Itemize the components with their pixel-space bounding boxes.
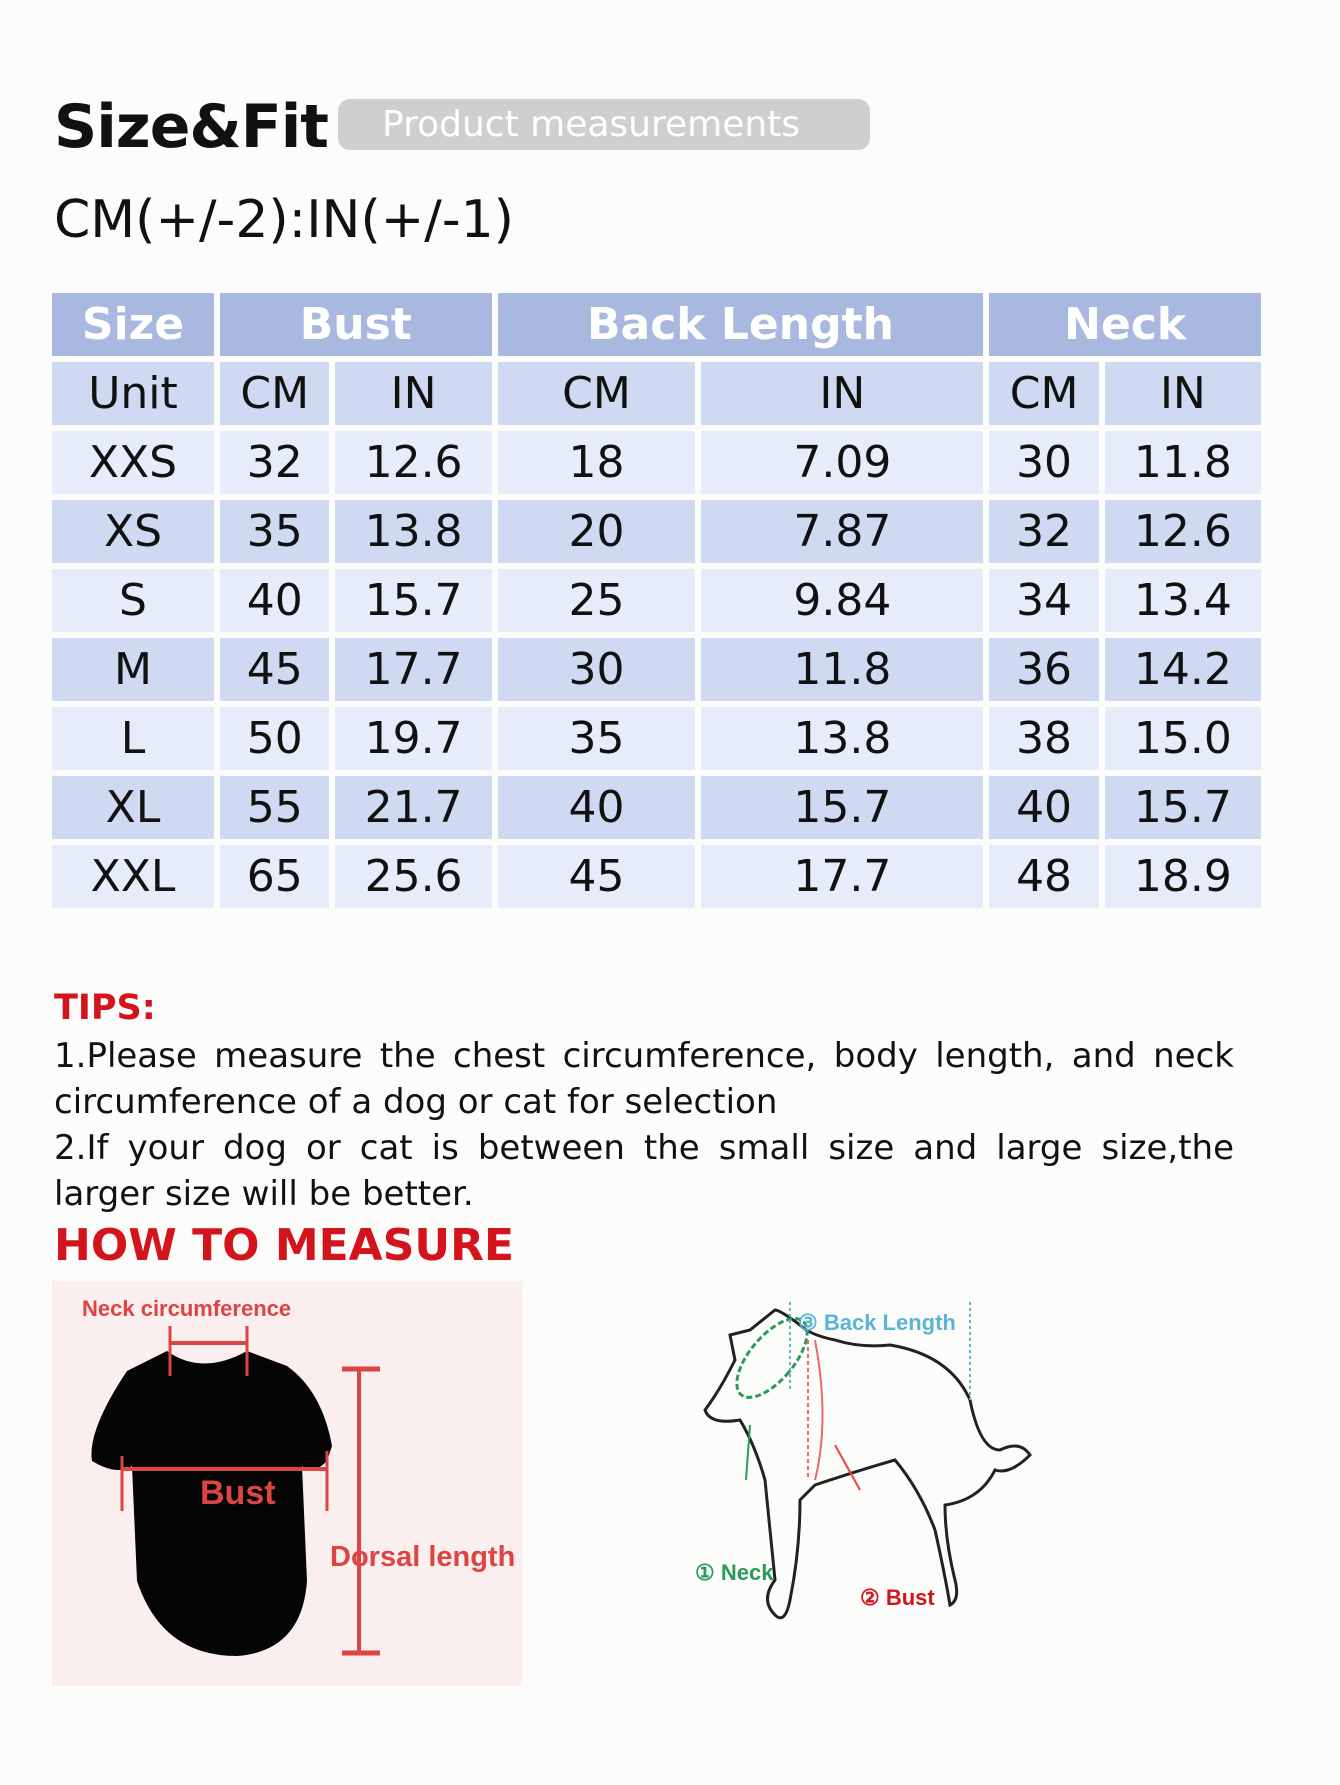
- value-cell: 65: [220, 845, 330, 908]
- neck-ring: [735, 1317, 809, 1399]
- unit-row: Unit CM IN CM IN CM IN: [52, 362, 1261, 425]
- value-cell: 12.6: [335, 431, 492, 494]
- size-cell: XXL: [52, 845, 214, 908]
- size-cell: XL: [52, 776, 214, 839]
- value-cell: 15.7: [701, 776, 984, 839]
- value-cell: 11.8: [701, 638, 984, 701]
- value-cell: 30: [497, 638, 696, 701]
- value-cell: IN: [701, 362, 984, 425]
- tip-item: 1.Please measure the chest circumference…: [54, 1036, 1234, 1122]
- bust-label: ② Bust: [860, 1585, 935, 1610]
- value-cell: 40: [989, 776, 1099, 839]
- value-cell: 32: [220, 431, 330, 494]
- group-header-row: Size Bust Back Length Neck: [52, 293, 1261, 356]
- value-cell: IN: [1104, 362, 1261, 425]
- value-cell: CM: [220, 362, 330, 425]
- table-row: L 50 19.7 35 13.8 38 15.0: [52, 707, 1261, 770]
- value-cell: 18.9: [1104, 845, 1261, 908]
- dog-outline: [703, 1308, 1032, 1620]
- value-cell: 32: [989, 500, 1099, 563]
- shirt-measure-diagram: Neck circumference Bust Dorsal length: [52, 1281, 522, 1686]
- header-size: Size: [52, 293, 214, 356]
- value-cell: CM: [989, 362, 1099, 425]
- value-cell: 20: [497, 500, 696, 563]
- product-measurements-badge: Product measurements: [338, 99, 870, 150]
- value-cell: 21.7: [335, 776, 492, 839]
- shirt-shape: [91, 1351, 332, 1656]
- value-cell: IN: [335, 362, 492, 425]
- value-cell: 48: [989, 845, 1099, 908]
- value-cell: 7.09: [701, 431, 984, 494]
- value-cell: 13.8: [701, 707, 984, 770]
- dog-measure-diagram: ③ Back Length ① Neck ② Bust: [660, 1300, 1110, 1660]
- value-cell: 50: [220, 707, 330, 770]
- table-row: XXL 65 25.6 45 17.7 48 18.9: [52, 845, 1261, 908]
- table-row: XL 55 21.7 40 15.7 40 15.7: [52, 776, 1261, 839]
- table-row: M 45 17.7 30 11.8 36 14.2: [52, 638, 1261, 701]
- tip-item: 2.If your dog or cat is between the smal…: [54, 1128, 1234, 1214]
- table-row: XXS 32 12.6 18 7.09 30 11.8: [52, 431, 1261, 494]
- size-cell: S: [52, 569, 214, 632]
- value-cell: 36: [989, 638, 1099, 701]
- size-cell: Unit: [52, 362, 214, 425]
- value-cell: 17.7: [701, 845, 984, 908]
- value-cell: 7.87: [701, 500, 984, 563]
- value-cell: 40: [220, 569, 330, 632]
- size-cell: M: [52, 638, 214, 701]
- value-cell: 35: [497, 707, 696, 770]
- value-cell: 11.8: [1104, 431, 1261, 494]
- value-cell: 34: [989, 569, 1099, 632]
- back-length-label: ③ Back Length: [798, 1310, 956, 1335]
- value-cell: 45: [220, 638, 330, 701]
- value-cell: 19.7: [335, 707, 492, 770]
- neck-label: ① Neck: [695, 1560, 774, 1585]
- dorsal-length-label: Dorsal length: [330, 1541, 515, 1573]
- size-cell: XXS: [52, 431, 214, 494]
- header-neck: Neck: [989, 293, 1261, 356]
- value-cell: 55: [220, 776, 330, 839]
- value-cell: 25: [497, 569, 696, 632]
- value-cell: 18: [497, 431, 696, 494]
- value-cell: 9.84: [701, 569, 984, 632]
- value-cell: 15.7: [335, 569, 492, 632]
- value-cell: 30: [989, 431, 1099, 494]
- value-cell: 14.2: [1104, 638, 1261, 701]
- units-tolerance-note: CM(+/-2):IN(+/-1): [54, 190, 514, 250]
- value-cell: 13.4: [1104, 569, 1261, 632]
- value-cell: 38: [989, 707, 1099, 770]
- value-cell: 15.0: [1104, 707, 1261, 770]
- size-cell: L: [52, 707, 214, 770]
- page-title: Size&Fit: [54, 92, 329, 162]
- header-back-length: Back Length: [497, 293, 984, 356]
- value-cell: 12.6: [1104, 500, 1261, 563]
- how-to-measure-heading: HOW TO MEASURE: [54, 1220, 515, 1271]
- value-cell: 13.8: [335, 500, 492, 563]
- header-bust: Bust: [220, 293, 492, 356]
- value-cell: 15.7: [1104, 776, 1261, 839]
- size-chart-table: Size Bust Back Length Neck Unit CM IN CM IN CM IN X…: [46, 287, 1267, 914]
- value-cell: 45: [497, 845, 696, 908]
- table-row: S 40 15.7 25 9.84 34 13.4: [52, 569, 1261, 632]
- value-cell: 25.6: [335, 845, 492, 908]
- bust-label: Bust: [200, 1474, 276, 1512]
- size-cell: XS: [52, 500, 214, 563]
- value-cell: 35: [220, 500, 330, 563]
- tips-heading: TIPS:: [54, 988, 156, 1028]
- table-row: XS 35 13.8 20 7.87 32 12.6: [52, 500, 1261, 563]
- value-cell: 40: [497, 776, 696, 839]
- value-cell: 17.7: [335, 638, 492, 701]
- neck-circumference-label: Neck circumference: [82, 1296, 291, 1321]
- value-cell: CM: [497, 362, 696, 425]
